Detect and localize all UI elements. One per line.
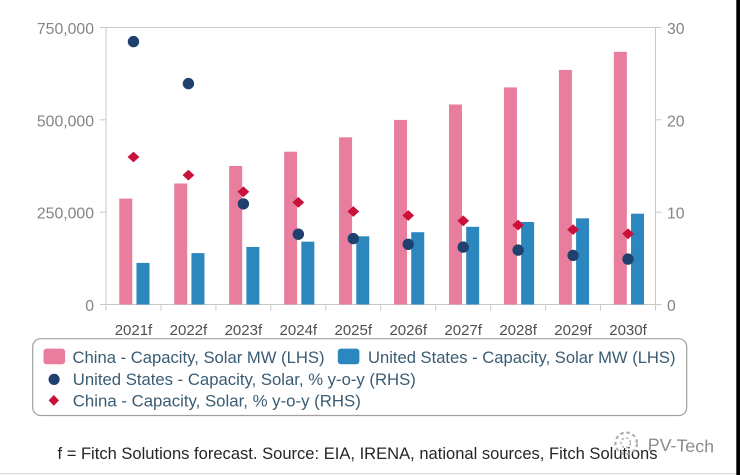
svg-text:2028f: 2028f bbox=[499, 322, 537, 339]
svg-text:China - Capacity, Solar, % y-o: China - Capacity, Solar, % y-o-y (RHS) bbox=[73, 391, 361, 410]
svg-text:10: 10 bbox=[667, 206, 685, 223]
svg-text:2026f: 2026f bbox=[389, 322, 427, 339]
svg-text:750,000: 750,000 bbox=[37, 21, 94, 38]
svg-text:2021f: 2021f bbox=[115, 322, 153, 339]
svg-text:2027f: 2027f bbox=[444, 322, 482, 339]
svg-text:0: 0 bbox=[667, 298, 676, 315]
svg-text:United States - Capacity, Sola: United States - Capacity, Solar MW (LHS) bbox=[368, 348, 676, 367]
svg-text:2022f: 2022f bbox=[170, 322, 208, 339]
svg-text:500,000: 500,000 bbox=[37, 113, 94, 130]
svg-text:2023f: 2023f bbox=[225, 322, 263, 339]
svg-text:China - Capacity, Solar MW (LH: China - Capacity, Solar MW (LHS) bbox=[73, 348, 325, 367]
svg-text:United States - Capacity, Sola: United States - Capacity, Solar, % y-o-y… bbox=[73, 370, 416, 389]
svg-text:2024f: 2024f bbox=[280, 322, 318, 339]
svg-text:20: 20 bbox=[667, 113, 685, 130]
svg-text:2025f: 2025f bbox=[334, 322, 372, 339]
svg-text:0: 0 bbox=[85, 298, 94, 315]
svg-text:PV-Tech: PV-Tech bbox=[647, 434, 714, 456]
svg-text:2029f: 2029f bbox=[554, 322, 592, 339]
svg-text:250,000: 250,000 bbox=[37, 206, 94, 223]
svg-text:f = Fitch Solutions forecast.: f = Fitch Solutions forecast. Source: EI… bbox=[58, 445, 658, 463]
svg-text:2030f: 2030f bbox=[609, 322, 647, 339]
svg-text:30: 30 bbox=[667, 21, 685, 38]
